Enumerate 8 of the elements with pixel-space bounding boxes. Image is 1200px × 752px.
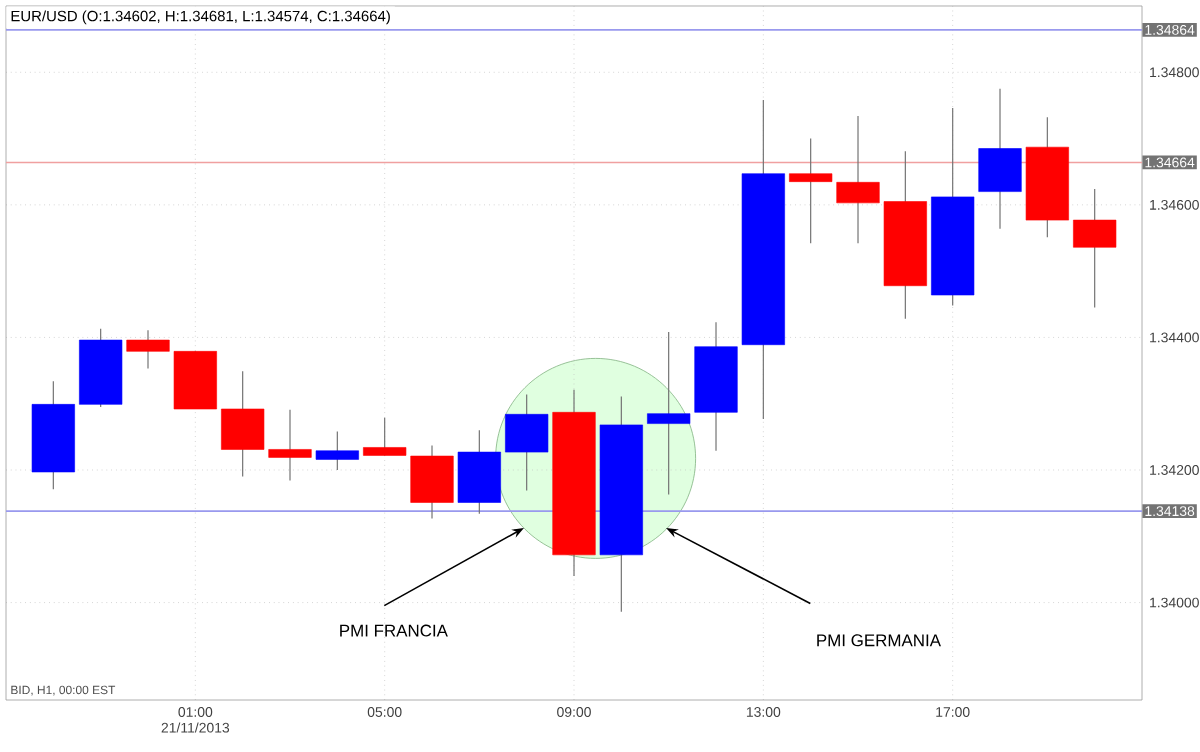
candlestick — [505, 393, 549, 492]
candlestick — [647, 331, 691, 496]
candlestick — [789, 137, 833, 244]
candlestick — [1073, 188, 1117, 309]
candlestick — [315, 430, 359, 471]
annotation: PMI GERMANIA — [817, 634, 941, 647]
annotation: PMI FRANCIA — [340, 624, 448, 637]
candlestick — [978, 88, 1022, 230]
